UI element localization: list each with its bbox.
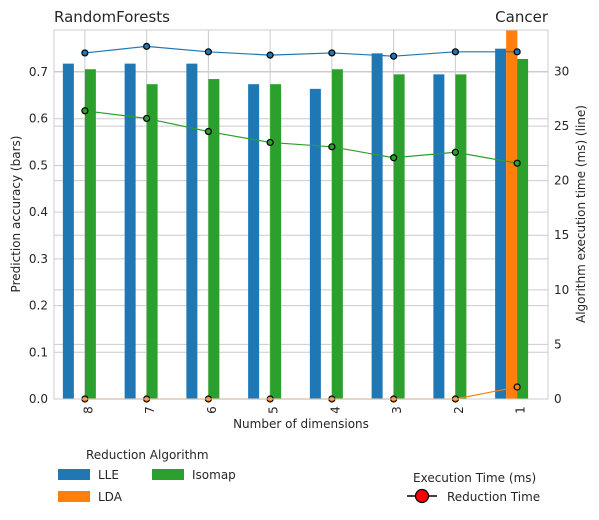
time-line — [84, 110, 518, 164]
y-right-tick-labels: 0 5 10 15 20 25 30 — [554, 64, 569, 406]
legend-label-lle: LLE — [98, 468, 119, 482]
bar-lle — [433, 74, 445, 400]
y-right-tick-label: 0 — [554, 392, 562, 406]
bar-isomap — [331, 69, 343, 399]
legend-line-marker — [414, 488, 430, 504]
x-tick-label: 1 — [514, 406, 528, 414]
legend-swatch-lda — [58, 491, 90, 502]
bar-lda — [506, 30, 518, 399]
y-right-tick-label: 5 — [554, 337, 562, 351]
y-right-tick-label: 30 — [554, 64, 569, 78]
y-right-tick-label: 20 — [554, 174, 569, 188]
y-left-tick-labels: 0.0 0.1 0.2 0.3 0.4 0.5 0.6 0.7 — [29, 65, 48, 406]
x-tick-label: 2 — [452, 406, 466, 414]
time-point — [204, 127, 212, 136]
time-point — [390, 52, 398, 60]
x-tick-labels: 8 7 6 5 4 3 2 1 — [81, 406, 527, 414]
x-tick-label: 5 — [267, 406, 281, 414]
y-right-tick-label: 10 — [554, 283, 569, 297]
bar-lle — [186, 63, 198, 400]
time-point — [390, 154, 398, 162]
legend-swatch-isomap — [152, 469, 184, 480]
bar-isomap — [517, 58, 529, 399]
y-left-tick-label: 0.2 — [29, 299, 48, 313]
y-left-tick-label: 0.5 — [29, 158, 48, 172]
y-right-tick-label: 25 — [554, 119, 569, 133]
time-point — [266, 138, 274, 147]
bar-isomap — [84, 69, 96, 399]
bar-lle — [124, 63, 136, 400]
time-point — [451, 148, 459, 156]
bar-isomap — [208, 79, 220, 399]
chart-subtitle: Cancer — [495, 8, 549, 26]
x-tick-label: 6 — [205, 406, 219, 414]
y-left-tick-label: 0.0 — [29, 392, 48, 406]
y-left-tick-label: 0.7 — [29, 65, 48, 79]
x-axis-label: Number of dimensions — [233, 417, 369, 431]
legend-line: Execution Time (ms) Reduction Time — [407, 471, 540, 504]
legend-label-isomap: Isomap — [192, 468, 236, 482]
time-point — [513, 383, 521, 391]
y-left-tick-label: 0.6 — [29, 112, 48, 126]
x-tick-label: 7 — [143, 406, 157, 414]
time-point — [143, 114, 151, 123]
bars — [62, 30, 529, 400]
plot-frame — [53, 29, 549, 400]
x-tick-label: 3 — [390, 406, 404, 414]
time-point — [81, 49, 89, 57]
time-point — [143, 42, 151, 50]
y-left-tick-label: 0.1 — [29, 345, 48, 359]
x-tick-label: 8 — [81, 406, 95, 414]
time-point — [513, 159, 521, 167]
legend-swatch-lle — [58, 469, 90, 480]
y-right-tick-label: 15 — [554, 228, 569, 242]
time-point — [328, 49, 336, 57]
legend-line-label: Reduction Time — [447, 490, 540, 504]
time-point — [204, 48, 212, 56]
x-tick-label: 4 — [328, 406, 342, 414]
y-left-axis-label: Prediction accuracy (bars) — [9, 136, 23, 293]
y-left-tick-label: 0.4 — [29, 205, 48, 219]
bar-isomap — [146, 84, 158, 399]
bar-isomap — [455, 74, 467, 400]
time-point — [451, 48, 459, 56]
legend-label-lda: LDA — [98, 490, 123, 504]
y-left-tick-label: 0.3 — [29, 252, 48, 266]
bar-isomap — [270, 84, 282, 399]
time-point — [513, 48, 521, 56]
bar-isomap — [393, 74, 405, 400]
time-point — [328, 143, 336, 151]
time-point — [266, 51, 274, 59]
bar-lle — [371, 53, 383, 399]
legend-bars-title: Reduction Algorithm — [86, 448, 209, 462]
bar-lle — [309, 88, 321, 400]
bar-lle — [495, 48, 507, 400]
bar-lle — [62, 63, 74, 400]
y-right-axis-label: Algorithm execution time (ms) (line) — [574, 105, 588, 323]
time-point — [81, 107, 89, 115]
legend-line-title: Execution Time (ms) — [413, 471, 536, 485]
bar-lle — [248, 84, 260, 399]
chart-title: RandomForests — [54, 8, 170, 26]
legend-bars: Reduction Algorithm LLE LDA Isomap — [58, 448, 236, 504]
time-line — [84, 45, 518, 57]
